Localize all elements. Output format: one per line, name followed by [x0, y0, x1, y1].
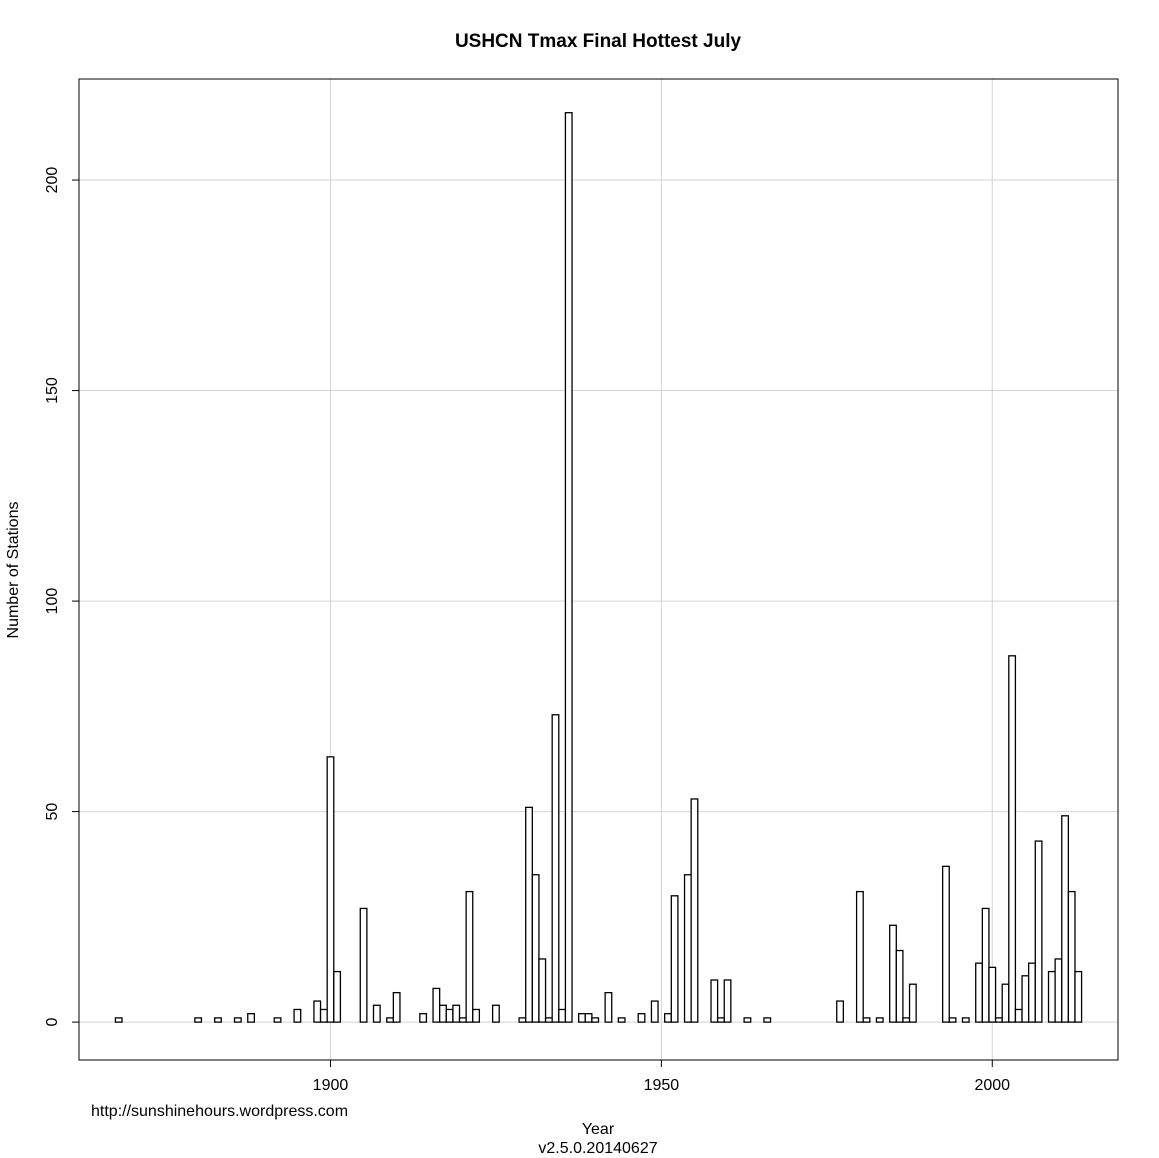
bar-1955 — [690, 798, 699, 1023]
bar-1958 — [710, 979, 719, 1023]
chart-title: USHCN Tmax Final Hottest July — [455, 31, 742, 52]
bar-2012 — [1067, 890, 1076, 1023]
bar-2010 — [1054, 958, 1063, 1023]
bar-1986 — [895, 949, 904, 1023]
bar-2001 — [994, 1017, 1003, 1023]
bar-2005 — [1021, 975, 1030, 1023]
bar-1977 — [836, 1000, 844, 1023]
bar-1952 — [670, 895, 679, 1023]
bar-1998 — [975, 962, 983, 1023]
bar-1888 — [247, 1013, 256, 1023]
x-tick-label: 1950 — [644, 1077, 680, 1094]
bars — [114, 112, 1083, 1023]
bar-2003 — [1008, 655, 1017, 1023]
y-tick-label: 200 — [44, 167, 61, 194]
bar-1892 — [273, 1017, 282, 1023]
version-label: v2.5.0.20140627 — [538, 1140, 657, 1157]
bar-1993 — [941, 865, 950, 1023]
bar-1933 — [544, 1017, 553, 1023]
bar-1922 — [472, 1008, 481, 1023]
bar-2004 — [1014, 1008, 1023, 1023]
source-url: http://sunshinehours.wordpress.com — [91, 1103, 348, 1120]
plot-frame — [78, 78, 1119, 1061]
y-axis-label: Number of Stations — [5, 502, 22, 639]
bar-1944 — [617, 1017, 626, 1023]
x-tick-label: 1900 — [313, 1077, 349, 1094]
bar-1917 — [439, 1004, 447, 1023]
y-tick-label: 100 — [44, 588, 61, 615]
bar-2007 — [1034, 840, 1043, 1023]
bar-1905 — [359, 907, 368, 1023]
bar-1925 — [491, 1004, 500, 1023]
x-tick-label: 2000 — [974, 1077, 1010, 1094]
bar-2000 — [988, 966, 997, 1023]
bar-1996 — [961, 1017, 970, 1023]
bar-1940 — [591, 1017, 600, 1023]
bar-1868 — [114, 1017, 123, 1023]
bar-1914 — [419, 1013, 428, 1023]
bar-1942 — [604, 991, 613, 1023]
bar-1918 — [445, 1008, 454, 1023]
bar-1959 — [716, 1017, 725, 1023]
bar-1916 — [432, 987, 441, 1023]
bar-1935 — [558, 1008, 567, 1023]
y-axis: 0 50 100 150 200 — [44, 167, 79, 1027]
bar-1930 — [525, 806, 533, 1023]
bar-1901 — [333, 970, 342, 1023]
bar-1938 — [578, 1013, 586, 1023]
x-axis: 1900 1950 2000 — [313, 1060, 1010, 1094]
bar-2013 — [1074, 970, 1083, 1023]
bar-1939 — [584, 1013, 593, 1023]
bar-1900 — [326, 756, 335, 1023]
bar-1886 — [233, 1017, 242, 1023]
bar-1985 — [889, 924, 897, 1023]
bar-2006 — [1028, 962, 1036, 1023]
bar-1920 — [458, 1017, 467, 1023]
bar-1883 — [214, 1017, 222, 1023]
bar-1907 — [372, 1004, 381, 1023]
bar-1983 — [875, 1017, 884, 1023]
bar-1949 — [650, 1000, 659, 1023]
bar-2002 — [1001, 983, 1010, 1023]
bar-1909 — [386, 1017, 394, 1023]
y-tick-label: 50 — [44, 803, 61, 821]
bar-1988 — [908, 983, 917, 1023]
bar-2011 — [1061, 815, 1070, 1023]
grid — [79, 79, 1118, 1060]
bar-1880 — [194, 1017, 203, 1023]
bar-1910 — [392, 991, 401, 1023]
bar-1951 — [664, 1013, 672, 1023]
bar-1981 — [862, 1017, 871, 1023]
bar-1966 — [763, 1017, 772, 1023]
bar-1999 — [981, 907, 990, 1023]
bar-1954 — [683, 874, 692, 1023]
bar-1960 — [723, 979, 732, 1023]
bar-1932 — [538, 958, 547, 1023]
bar-1898 — [313, 1000, 322, 1023]
bar-1980 — [855, 890, 864, 1023]
bar-1929 — [518, 1017, 527, 1023]
bar-1934 — [551, 714, 560, 1023]
bar-1947 — [637, 1013, 646, 1023]
y-tick-label: 150 — [44, 377, 61, 404]
bar-1936 — [564, 112, 573, 1023]
bar-1963 — [743, 1017, 752, 1023]
bar-1899 — [319, 1008, 328, 1023]
bar-1994 — [948, 1017, 957, 1023]
bar-1931 — [531, 874, 540, 1023]
bar-1987 — [902, 1017, 911, 1023]
y-tick-label: 0 — [44, 1018, 61, 1027]
bar-1921 — [465, 890, 474, 1023]
x-axis-label: Year — [582, 1121, 615, 1138]
bar-1919 — [452, 1004, 461, 1023]
bar-1895 — [293, 1008, 302, 1023]
bar-2009 — [1047, 970, 1056, 1023]
